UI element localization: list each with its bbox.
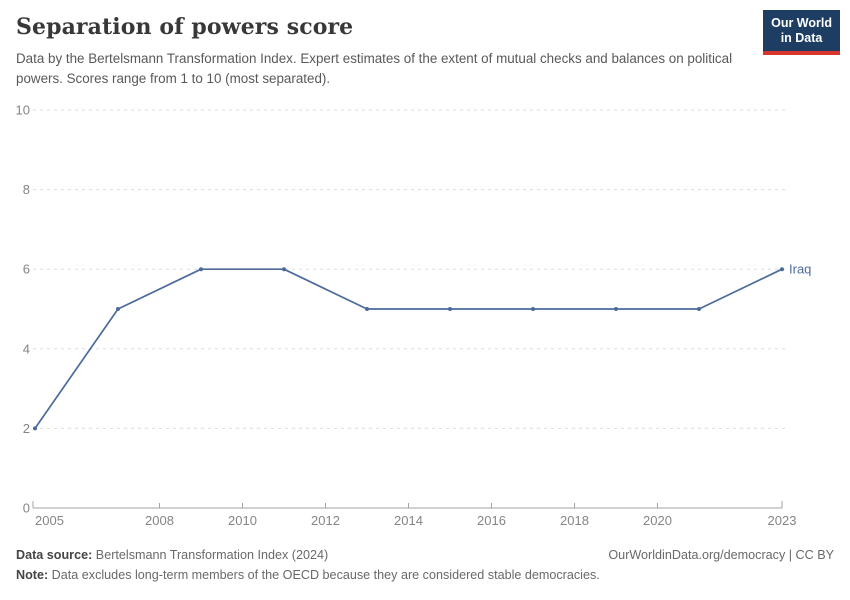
data-point[interactable] [33,426,37,431]
note-value: Data excludes long-term members of the O… [48,567,600,582]
x-tick-label: 2018 [560,513,589,528]
y-tick-label: 10 [16,103,30,118]
footer-note-row: Note: Data excludes long-term members of… [16,566,834,586]
data-point[interactable] [697,307,701,311]
license-link[interactable]: OurWorldinData.org/democracy | CC BY [608,548,834,562]
note-label: Note: [16,567,49,582]
data-point[interactable] [614,307,618,311]
y-tick-label: 0 [23,501,30,516]
x-tick-label: 2012 [311,513,340,528]
x-tick-label: 2023 [768,513,797,528]
footer-source-row: Data source: Bertelsmann Transformation … [16,546,834,566]
series-line[interactable] [34,268,783,430]
x-tick-label: 2014 [394,513,423,528]
chart-header: Separation of powers score Data by the B… [16,14,834,89]
owid-logo-line2: in Data [780,31,823,46]
series-end-label[interactable]: Iraq [789,262,811,277]
x-tick-label: 2010 [228,513,257,528]
data-point[interactable] [531,307,535,311]
chart-subtitle: Data by the Bertelsmann Transformation I… [16,51,733,87]
y-tick-label: 2 [23,421,30,436]
data-point[interactable] [116,307,120,311]
data-point[interactable] [780,267,784,272]
y-tick-label: 4 [23,341,30,356]
data-source-value: Bertelsmann Transformation Index (2024) [92,548,329,562]
x-tick-label: 2005 [35,513,64,528]
owid-logo[interactable]: Our World in Data [763,10,840,55]
data-point[interactable] [199,267,203,272]
series-iraq[interactable]: Iraq [33,262,811,431]
x-tick-label: 2020 [643,513,672,528]
data-point[interactable] [365,307,369,311]
data-point[interactable] [282,267,286,272]
x-tick-label: 2008 [145,513,174,528]
chart-footer: Data source: Bertelsmann Transformation … [16,546,834,585]
data-point[interactable] [448,307,452,311]
chart-title: Separation of powers score [16,14,354,40]
x-tick-label: 2016 [477,513,506,528]
y-tick-label: 8 [23,182,30,197]
data-source-text: Data source: Bertelsmann Transformation … [16,546,328,566]
y-tick-label: 6 [23,262,30,277]
data-source-label: Data source: [16,548,93,562]
line-chart-svg: 0 2 4 6 8 10 2005 2008 2010 2012 2014 2016 2018 2020 2… [16,103,812,529]
owid-logo-line1: Our World [771,16,832,30]
